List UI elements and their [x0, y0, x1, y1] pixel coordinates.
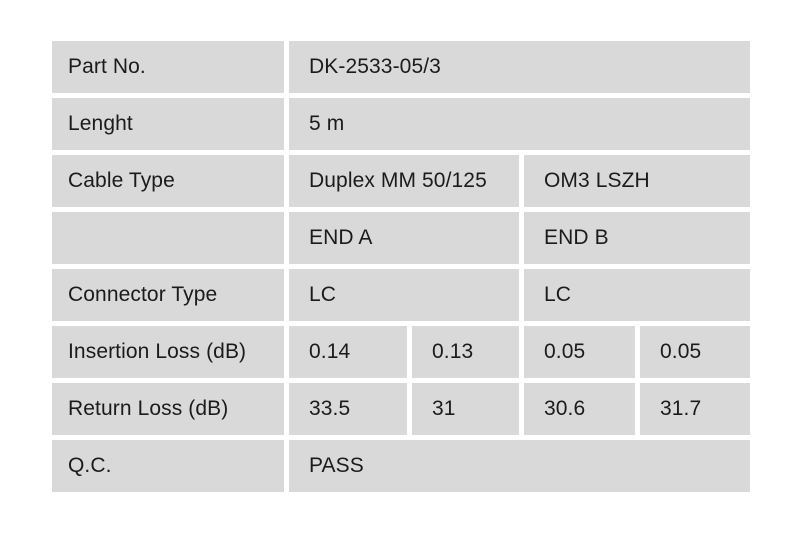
row-return-loss-label: Return Loss (dB) [52, 383, 284, 435]
row-insertion-loss-label: Insertion Loss (dB) [52, 326, 284, 378]
return-loss-end-b-fiber-1: 30.6 [524, 383, 635, 435]
return-loss-end-a-fiber-1: 33.5 [289, 383, 407, 435]
row-end-header-empty-cell [52, 212, 284, 264]
return-loss-end-b-fiber-2: 31.7 [640, 383, 750, 435]
qc-result-value: PASS [289, 440, 750, 492]
insertion-loss-end-a-fiber-1: 0.14 [289, 326, 407, 378]
length-value: 5 m [289, 98, 750, 150]
connector-end-a-value: LC [289, 269, 519, 321]
end-a-header: END A [289, 212, 519, 264]
row-cable-type-label: Cable Type [52, 155, 284, 207]
insertion-loss-end-b-fiber-2: 0.05 [640, 326, 750, 378]
row-part-no-label: Part No. [52, 41, 284, 93]
return-loss-end-a-fiber-2: 31 [412, 383, 519, 435]
insertion-loss-end-b-fiber-1: 0.05 [524, 326, 635, 378]
row-connector-type-label: Connector Type [52, 269, 284, 321]
spec-table: Part No. DK-2533-05/3 Lenght 5 m Cable T… [52, 41, 750, 492]
row-qc-label: Q.C. [52, 440, 284, 492]
insertion-loss-end-a-fiber-2: 0.13 [412, 326, 519, 378]
end-b-header: END B [524, 212, 750, 264]
cable-type-value-1: Duplex MM 50/125 [289, 155, 519, 207]
row-length-label: Lenght [52, 98, 284, 150]
connector-end-b-value: LC [524, 269, 750, 321]
part-no-value: DK-2533-05/3 [289, 41, 750, 93]
cable-type-value-2: OM3 LSZH [524, 155, 750, 207]
